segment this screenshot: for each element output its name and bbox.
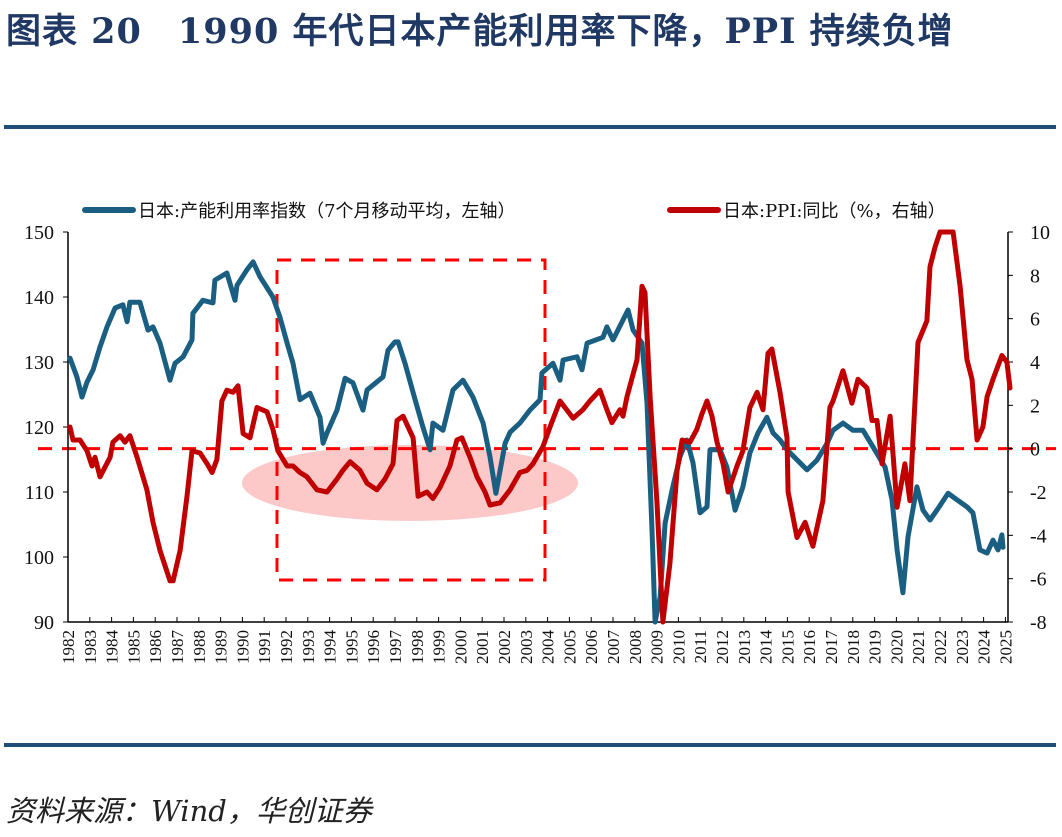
x-tick-label: 1999 [430, 630, 449, 664]
legend-label-capacity: 日本:产能利用率指数（7个月移动平均，左轴） [138, 201, 516, 222]
x-tick-label: 2017 [822, 630, 841, 665]
legend: 日本:产能利用率指数（7个月移动平均，左轴） 日本:PPI:同比（%，右轴） [82, 201, 946, 222]
x-tick-label: 1998 [408, 630, 427, 664]
right-tick-label: -2 [1030, 482, 1047, 504]
title-rule [4, 125, 1056, 129]
x-tick-label: 2011 [691, 630, 710, 663]
right-tick-label: -4 [1030, 525, 1047, 547]
left-tick-label: 150 [24, 222, 54, 244]
x-tick-label: 2002 [495, 630, 514, 664]
x-tick-label: 2000 [451, 630, 470, 664]
x-tick-label: 1986 [146, 630, 165, 664]
annotations [38, 258, 1056, 582]
right-tick-label: 2 [1030, 395, 1040, 417]
left-tick-label: 120 [24, 417, 54, 439]
x-tick-label: 2016 [800, 630, 819, 664]
x-tick-label: 2023 [953, 630, 972, 664]
x-tick-label: 2004 [539, 630, 558, 665]
footer-rule [4, 743, 1056, 747]
x-tick-label: 2010 [669, 630, 688, 664]
x-tick-label: 2020 [887, 630, 906, 664]
x-tick-label: 2021 [909, 630, 928, 664]
series-lines [67, 229, 1013, 625]
x-tick-label: 2012 [713, 630, 732, 664]
x-tick-label: 2007 [604, 630, 623, 665]
x-tick-label: 2022 [931, 630, 950, 664]
x-tick-label: 2005 [560, 630, 579, 664]
x-tick-label: 1983 [81, 630, 100, 664]
right-tick-label: -6 [1030, 569, 1047, 591]
left-tick-label: 140 [24, 287, 54, 309]
x-tick-label: 1996 [364, 630, 383, 664]
x-tick-label: 1997 [386, 630, 405, 665]
x-tick-label: 2001 [473, 630, 492, 664]
right-tick-label: 8 [1030, 265, 1040, 287]
x-tick-label: 1991 [255, 630, 274, 664]
legend-label-ppi: 日本:PPI:同比（%，右轴） [723, 201, 946, 222]
right-tick-label: 10 [1030, 222, 1050, 244]
x-tick-label: 2008 [626, 630, 645, 664]
right-tick-label: -8 [1030, 612, 1047, 634]
x-tick-label: 1985 [124, 630, 143, 664]
right-tick-label: 0 [1030, 439, 1040, 461]
x-tick-label: 1988 [190, 630, 209, 664]
x-tick-label: 2003 [517, 630, 536, 664]
x-tick-label: 2015 [778, 630, 797, 664]
x-tick-label: 1987 [168, 630, 187, 665]
x-tick-label: 1994 [321, 630, 340, 665]
x-tick-label: 2018 [844, 630, 863, 664]
x-tick-label: 1989 [212, 630, 231, 664]
ppi-yoy-line [67, 229, 1013, 625]
x-tick-label: 2025 [996, 630, 1015, 664]
x-tick-label: 2006 [582, 630, 601, 664]
capacity-utilization-line [67, 259, 1006, 625]
highlight-dashed-box [275, 258, 547, 582]
x-tick-label: 1990 [233, 630, 252, 664]
x-tick-label: 2009 [648, 630, 667, 664]
left-tick-label: 110 [25, 482, 54, 504]
x-tick-label: 2019 [866, 630, 885, 664]
x-tick-label: 1982 [59, 630, 78, 664]
x-tick-label: 1984 [103, 630, 122, 665]
right-tick-label: 4 [1030, 352, 1040, 374]
right-tick-label: 6 [1030, 309, 1040, 331]
figure-title: 图表 20 1990 年代日本产能利用率下降，PPI 持续负增 [6, 11, 954, 52]
x-tick-label: 2013 [735, 630, 754, 664]
x-tick-label: 1995 [342, 630, 361, 664]
source-note: 资料来源：Wind，华创证券 [6, 794, 372, 828]
x-tick-label: 2024 [975, 630, 994, 665]
x-tick-label: 2014 [757, 630, 776, 665]
left-tick-label: 130 [24, 352, 54, 374]
highlight-ellipse [242, 445, 578, 521]
x-tick-label: 1993 [299, 630, 318, 664]
x-tick-label: 1992 [277, 630, 296, 664]
left-tick-label: 100 [24, 547, 54, 569]
left-tick-label: 90 [34, 612, 54, 634]
